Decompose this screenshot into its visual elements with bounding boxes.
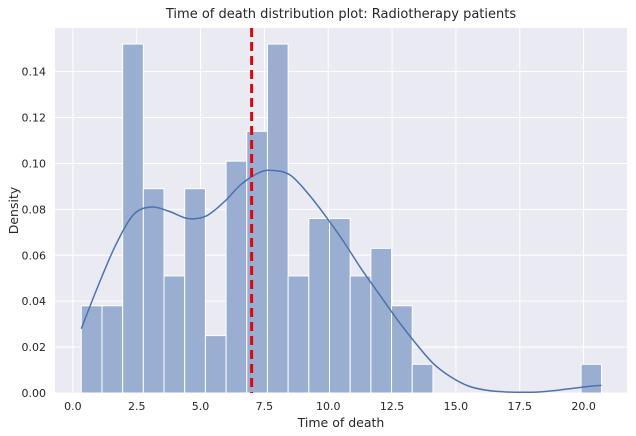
x-tick-label: 17.5 — [508, 400, 533, 413]
x-tick-label: 20.0 — [571, 400, 596, 413]
x-axis-label: Time of death — [297, 415, 385, 430]
kde-curve — [80, 169, 602, 394]
x-tick-label: 12.5 — [380, 400, 405, 413]
y-tick-label: 0.12 — [22, 112, 47, 125]
y-tick-label: 0.04 — [22, 295, 47, 308]
y-tick-label: 0.00 — [22, 387, 47, 400]
y-tick-label: 0.02 — [22, 341, 47, 354]
y-tick-labels: 0.00 0.02 0.04 0.06 0.08 0.10 0.12 0.14 — [22, 66, 47, 400]
y-axis-label: Density — [6, 186, 21, 234]
y-tick-label: 0.10 — [22, 157, 47, 170]
x-tick-label: 0.0 — [64, 400, 82, 413]
histogram-bar — [329, 218, 351, 394]
histogram-bar — [122, 43, 144, 394]
y-tick-label: 0.06 — [22, 249, 47, 262]
x-tick-label: 7.5 — [256, 400, 274, 413]
histogram-bars — [80, 43, 602, 394]
histogram-bar — [308, 218, 331, 394]
histogram-bar — [101, 305, 124, 394]
histogram-bar — [370, 247, 393, 394]
x-tick-label: 15.0 — [444, 400, 469, 413]
histogram-bar — [142, 188, 165, 394]
histogram-bar — [391, 305, 413, 394]
x-tick-labels: 0.0 2.5 5.0 7.5 10.0 12.5 15.0 17.5 20.0 — [64, 400, 596, 413]
histogram-bar — [204, 335, 227, 394]
y-tick-label: 0.14 — [22, 66, 47, 79]
chart-title: Time of death distribution plot: Radioth… — [165, 7, 516, 22]
histogram-bar — [163, 275, 186, 394]
x-tick-label: 2.5 — [128, 400, 146, 413]
histogram-bar — [184, 188, 206, 394]
histogram-bar — [287, 275, 310, 394]
histogram-bar — [580, 363, 602, 394]
histogram-bar — [411, 363, 434, 394]
y-tick-label: 0.08 — [22, 203, 47, 216]
histogram-bar — [349, 275, 372, 394]
histogram-bar — [266, 43, 289, 394]
x-tick-label: 10.0 — [316, 400, 341, 413]
x-tick-label: 5.0 — [192, 400, 210, 413]
